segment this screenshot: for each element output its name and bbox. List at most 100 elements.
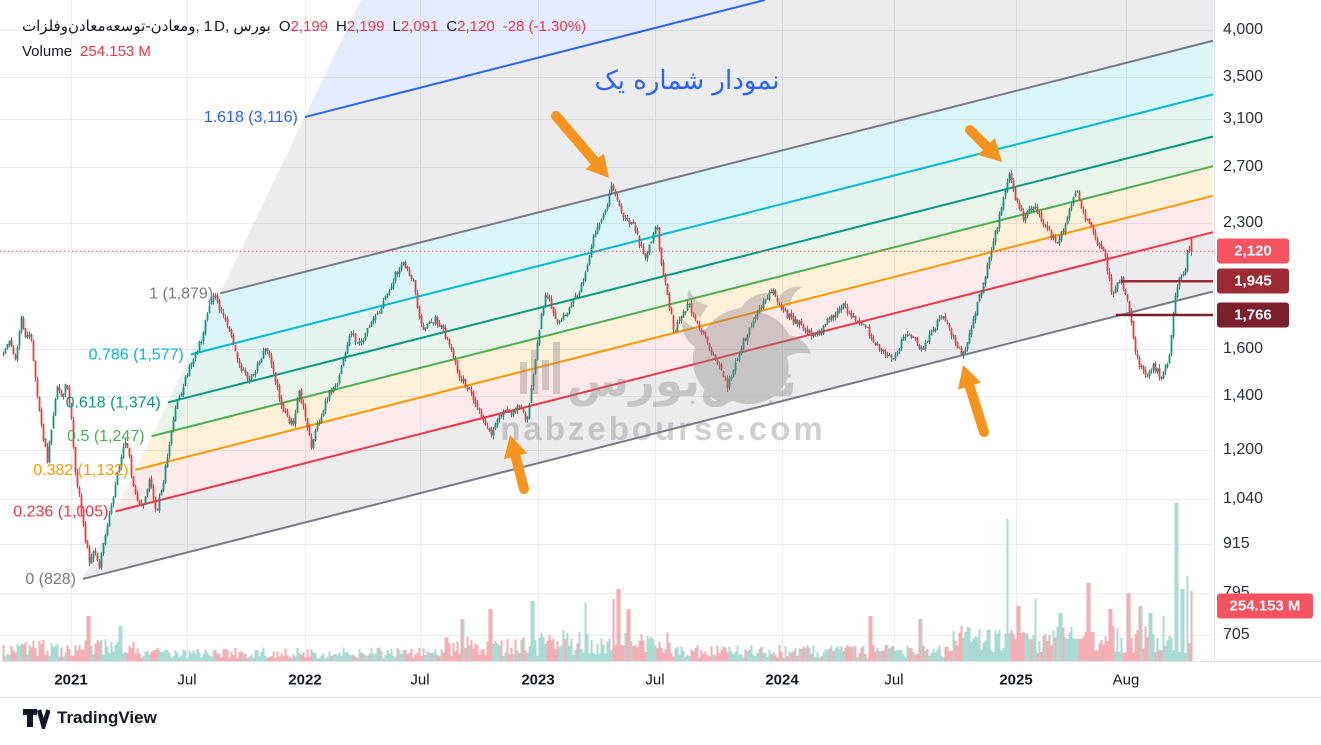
volume-bar xyxy=(628,609,631,661)
volume-bar xyxy=(584,603,587,661)
candle xyxy=(994,231,997,242)
candle xyxy=(564,314,567,316)
candle xyxy=(364,333,367,340)
candle xyxy=(800,320,803,325)
fib-level-line[interactable] xyxy=(135,194,1214,471)
candle xyxy=(798,321,801,326)
volume-bar xyxy=(136,648,139,661)
volume-bar xyxy=(910,648,913,661)
fib-level-line[interactable] xyxy=(82,290,1214,580)
legend-volume-row: Volume 254.153 M xyxy=(22,39,586,64)
candle xyxy=(246,372,249,380)
volume-bar xyxy=(758,648,761,661)
legend[interactable]: ومعادن-توسعه‌معادن‌وفلزات, 1 D, بورس O 2,1… xyxy=(22,14,586,64)
candle xyxy=(416,293,419,308)
candle xyxy=(594,233,597,238)
fib-level-line[interactable] xyxy=(151,165,1214,438)
fib-level-label: 0.382 (1,132) xyxy=(33,462,128,479)
candle xyxy=(478,407,481,411)
candle xyxy=(208,305,211,313)
fib-level-line[interactable] xyxy=(304,0,766,119)
volume-bar xyxy=(1124,652,1127,661)
candle xyxy=(1058,238,1061,244)
volume-bar xyxy=(714,655,717,661)
volume-bar xyxy=(746,651,749,661)
volume-bar xyxy=(200,657,203,661)
arrow-shaft[interactable] xyxy=(965,125,992,152)
fib-level-line[interactable] xyxy=(167,135,1214,404)
volume-bar xyxy=(732,654,735,661)
fib-channel-lines[interactable] xyxy=(82,0,1214,580)
volume-bar xyxy=(808,648,811,661)
price-axis-label: 1,766 xyxy=(1217,302,1289,328)
volume-bar xyxy=(304,657,307,661)
arrow-head[interactable] xyxy=(958,365,982,390)
fib-band xyxy=(83,232,1213,579)
candle xyxy=(266,348,269,352)
candle xyxy=(550,298,553,309)
volume-bar xyxy=(22,644,25,661)
candle xyxy=(1054,236,1057,242)
candle xyxy=(596,226,599,235)
volume-bar xyxy=(1186,576,1189,661)
candle xyxy=(296,398,299,413)
volume-bar xyxy=(158,650,161,661)
candle xyxy=(190,362,193,367)
volume-bar xyxy=(340,656,343,661)
arrow-shaft[interactable] xyxy=(551,111,600,167)
volume-bar xyxy=(666,632,669,661)
volume-bar xyxy=(194,653,197,661)
volume-bar xyxy=(942,657,945,661)
candle xyxy=(658,227,661,250)
candle xyxy=(1066,217,1069,225)
volume-bar xyxy=(524,650,527,661)
candle xyxy=(1072,196,1075,204)
volume-bar xyxy=(34,647,37,661)
chart-annotation-text[interactable]: نمودار شماره یک xyxy=(594,66,780,96)
annotation-arrows[interactable] xyxy=(503,111,1002,494)
candle xyxy=(924,342,927,349)
open-label: O xyxy=(278,18,291,35)
volume-bar xyxy=(362,653,365,661)
candle xyxy=(840,307,843,310)
volume-bar xyxy=(876,647,879,661)
candle xyxy=(404,262,407,269)
fib-level-line[interactable] xyxy=(190,93,1214,356)
candle xyxy=(418,306,421,318)
volume-bar xyxy=(1094,650,1097,661)
volume-bar xyxy=(210,656,213,661)
volume-bar xyxy=(778,645,781,661)
arrow-head[interactable] xyxy=(585,153,609,178)
volume-bar xyxy=(316,658,319,661)
candle xyxy=(636,230,639,235)
volume-bar xyxy=(58,656,61,661)
volume-bar xyxy=(958,632,961,661)
volume-bar xyxy=(908,647,911,661)
fib-level-line[interactable] xyxy=(115,231,1214,513)
volume-bar xyxy=(1084,631,1087,661)
candle xyxy=(12,347,15,355)
tradingview-logo-icon[interactable] xyxy=(22,707,50,729)
candle xyxy=(1064,224,1067,233)
candle xyxy=(512,409,515,415)
candle xyxy=(612,185,615,191)
candle xyxy=(1172,313,1175,337)
fib-level-line[interactable] xyxy=(219,39,1214,295)
volume-bar xyxy=(1072,638,1075,661)
arrow-head[interactable] xyxy=(503,435,528,460)
arrow-shaft[interactable] xyxy=(510,451,529,494)
candle xyxy=(8,341,11,346)
candle xyxy=(696,320,699,323)
arrow-shaft[interactable] xyxy=(964,380,989,437)
candle xyxy=(314,430,317,441)
candle xyxy=(968,333,971,344)
volume-bar xyxy=(372,654,375,661)
price-scale[interactable]: 4,000 3,500 3,100 2,700 2,300 1,600 1,400 1,200… xyxy=(1214,0,1321,661)
volume-bar xyxy=(192,650,195,661)
price-rays[interactable] xyxy=(1116,280,1213,317)
time-axis[interactable]: 2021 Jul 2022 Jul 2023 Jul 2024 Jul 2025 Aug xyxy=(0,661,1321,698)
arrow-head[interactable] xyxy=(977,137,1002,162)
tradingview-logo-text[interactable]: TradingView xyxy=(57,708,157,727)
volume-bar xyxy=(634,644,637,661)
